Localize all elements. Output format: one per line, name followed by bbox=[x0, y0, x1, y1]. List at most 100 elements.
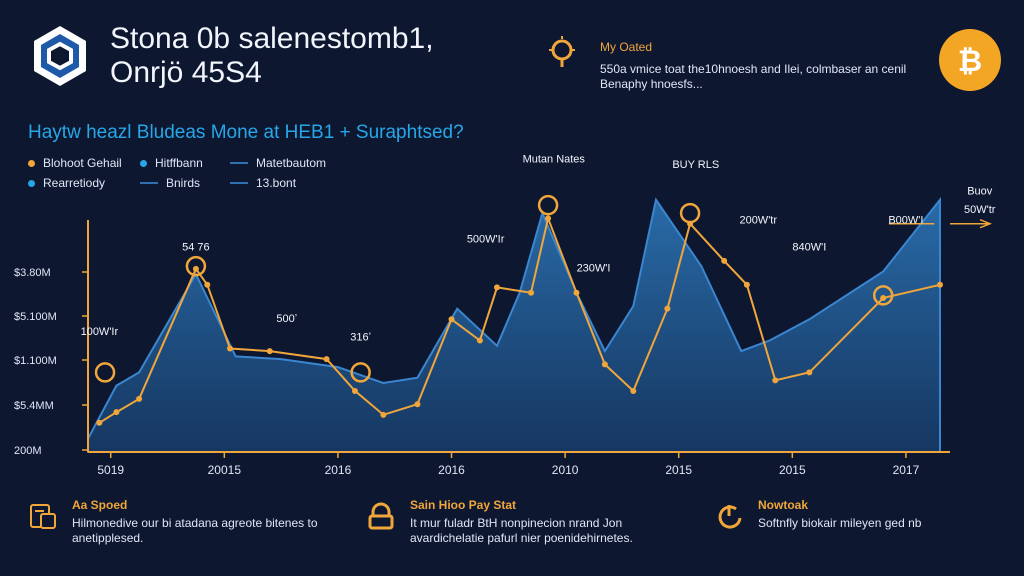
data-point bbox=[227, 345, 233, 352]
hexagon-logo-icon bbox=[34, 26, 86, 86]
footer-item-speed: Aa Spoed Hilmonedive our bi atadana agre… bbox=[72, 498, 352, 546]
legend-item: Blohoot Gehail bbox=[28, 156, 122, 170]
data-point bbox=[880, 295, 887, 302]
annotation-label: BUY RLS bbox=[672, 159, 719, 171]
data-point bbox=[573, 289, 580, 296]
data-point bbox=[601, 361, 608, 368]
footer-title: Sain Hioo Pay Stat bbox=[410, 498, 517, 512]
legend-item: Bnirds bbox=[140, 176, 200, 190]
annotation-label: 500ʼ bbox=[276, 313, 297, 325]
svg-text:₿: ₿ bbox=[958, 44, 982, 79]
annotation-label: 100W'Ir bbox=[81, 326, 119, 338]
annotation-label: 230W'I bbox=[577, 262, 611, 274]
annotation-label: Buov bbox=[967, 186, 993, 198]
footer-text: Softnfly biokair mileyen ged nb bbox=[758, 516, 922, 530]
bitcoin-icon: ₿ bbox=[939, 29, 1001, 91]
data-point bbox=[493, 284, 500, 291]
legend-swatch bbox=[230, 162, 248, 164]
legend-label: Hitffbann bbox=[155, 156, 203, 170]
y-tick-label: $1.100M bbox=[14, 355, 57, 367]
data-point bbox=[414, 401, 421, 408]
note-title: My Oated bbox=[600, 40, 653, 54]
note-text: 550a vmice toat the10hnoesh and Ilei, co… bbox=[600, 62, 907, 91]
footer-text: It mur fuladr BtH nonpinecion nrand Jon … bbox=[410, 516, 633, 545]
legend-label: Matetbautom bbox=[256, 156, 327, 170]
legend-item: 13.bont bbox=[230, 176, 296, 190]
footer-item-network: Nowtoak Softnfly biokair mileyen ged nb bbox=[758, 498, 1024, 531]
y-tick-label: $3.80M bbox=[14, 267, 51, 279]
sun-icon bbox=[549, 36, 575, 67]
annotation-label: 316ʼ bbox=[350, 332, 371, 344]
annotation-label: 500W'Ir bbox=[467, 233, 505, 245]
footer-title: Nowtoak bbox=[758, 498, 809, 512]
data-point bbox=[380, 411, 387, 418]
legend-label: Bnirds bbox=[166, 176, 201, 190]
data-point bbox=[721, 257, 728, 264]
legend-item: Matetbautom bbox=[230, 156, 326, 170]
x-tick-label: 2015 bbox=[665, 463, 692, 477]
data-point bbox=[192, 265, 199, 272]
highlight-ring bbox=[872, 285, 894, 306]
x-tick-label: 2010 bbox=[552, 463, 579, 477]
data-point bbox=[448, 316, 455, 323]
highlight-ring bbox=[679, 202, 701, 224]
y-tick-label: 200M bbox=[14, 445, 42, 457]
annotation-label: 840W'I bbox=[792, 241, 826, 253]
footer-item-pay: Sain Hioo Pay Stat It mur fuladr BtH non… bbox=[410, 498, 690, 546]
x-tick-label: 2016 bbox=[438, 463, 465, 477]
legend-swatch bbox=[230, 182, 248, 184]
x-tick-label: 20015 bbox=[208, 463, 242, 477]
legend-label: Rearretiody bbox=[43, 176, 106, 190]
data-point bbox=[806, 369, 813, 376]
x-tick-label: 2017 bbox=[893, 463, 920, 477]
data-point bbox=[96, 419, 103, 426]
data-point bbox=[528, 289, 535, 296]
annotation-label: B00W'I bbox=[888, 215, 923, 227]
page-title: Stona 0b salenestomb1, Onrjö 45S4 bbox=[110, 22, 510, 90]
footer-title: Aa Spoed bbox=[72, 498, 128, 512]
title-line-2: Onrjö 45S4 bbox=[110, 56, 262, 89]
highlight-ring bbox=[350, 362, 371, 383]
data-point bbox=[113, 409, 120, 416]
x-tick-label: 2016 bbox=[325, 463, 352, 477]
data-point bbox=[351, 387, 358, 394]
legend-swatch bbox=[28, 159, 35, 167]
chart-question: Haytw heazl Bludeas Mone at HEB1 + Surap… bbox=[28, 122, 464, 143]
data-point bbox=[937, 281, 943, 288]
power-icon bbox=[718, 505, 742, 529]
highlight-ring bbox=[185, 255, 207, 277]
x-tick-label: 5019 bbox=[97, 463, 124, 477]
y-tick-label: $5.100M bbox=[14, 311, 57, 323]
highlight-ring bbox=[94, 362, 116, 383]
data-point bbox=[545, 215, 552, 222]
data-point bbox=[772, 377, 779, 384]
area-series bbox=[87, 196, 941, 453]
y-tick-label: $5.4MM bbox=[14, 400, 54, 412]
footer-text: Hilmonedive our bi atadana agreote biten… bbox=[72, 516, 318, 545]
legend-item: Rearretiody bbox=[28, 176, 105, 190]
legend-swatch bbox=[140, 182, 158, 184]
data-point bbox=[266, 348, 273, 355]
x-tick-label: 2015 bbox=[779, 463, 806, 477]
legend-swatch bbox=[140, 159, 147, 167]
data-point bbox=[630, 387, 637, 394]
annotation-label: 50W'tr bbox=[964, 204, 996, 216]
lock-icon bbox=[368, 502, 394, 530]
annotation-label: 200W'tr bbox=[739, 215, 777, 227]
data-point bbox=[204, 281, 211, 288]
highlight-ring bbox=[537, 194, 559, 216]
data-point bbox=[743, 281, 750, 288]
title-line-1: Stona 0b salenestomb1, bbox=[110, 22, 434, 55]
legend-label: 13.bont bbox=[256, 176, 297, 190]
data-point bbox=[664, 305, 671, 312]
legend-item: Hitffbann bbox=[140, 156, 203, 170]
chip-icon bbox=[30, 504, 56, 529]
data-point bbox=[476, 337, 483, 344]
data-point bbox=[323, 356, 330, 363]
annotation-label: 54 76 bbox=[182, 241, 210, 253]
legend-label: Blohoot Gehail bbox=[43, 156, 122, 170]
legend-swatch bbox=[28, 179, 35, 187]
data-point bbox=[136, 395, 143, 402]
annotation-label: Mutan Nates bbox=[523, 154, 586, 166]
